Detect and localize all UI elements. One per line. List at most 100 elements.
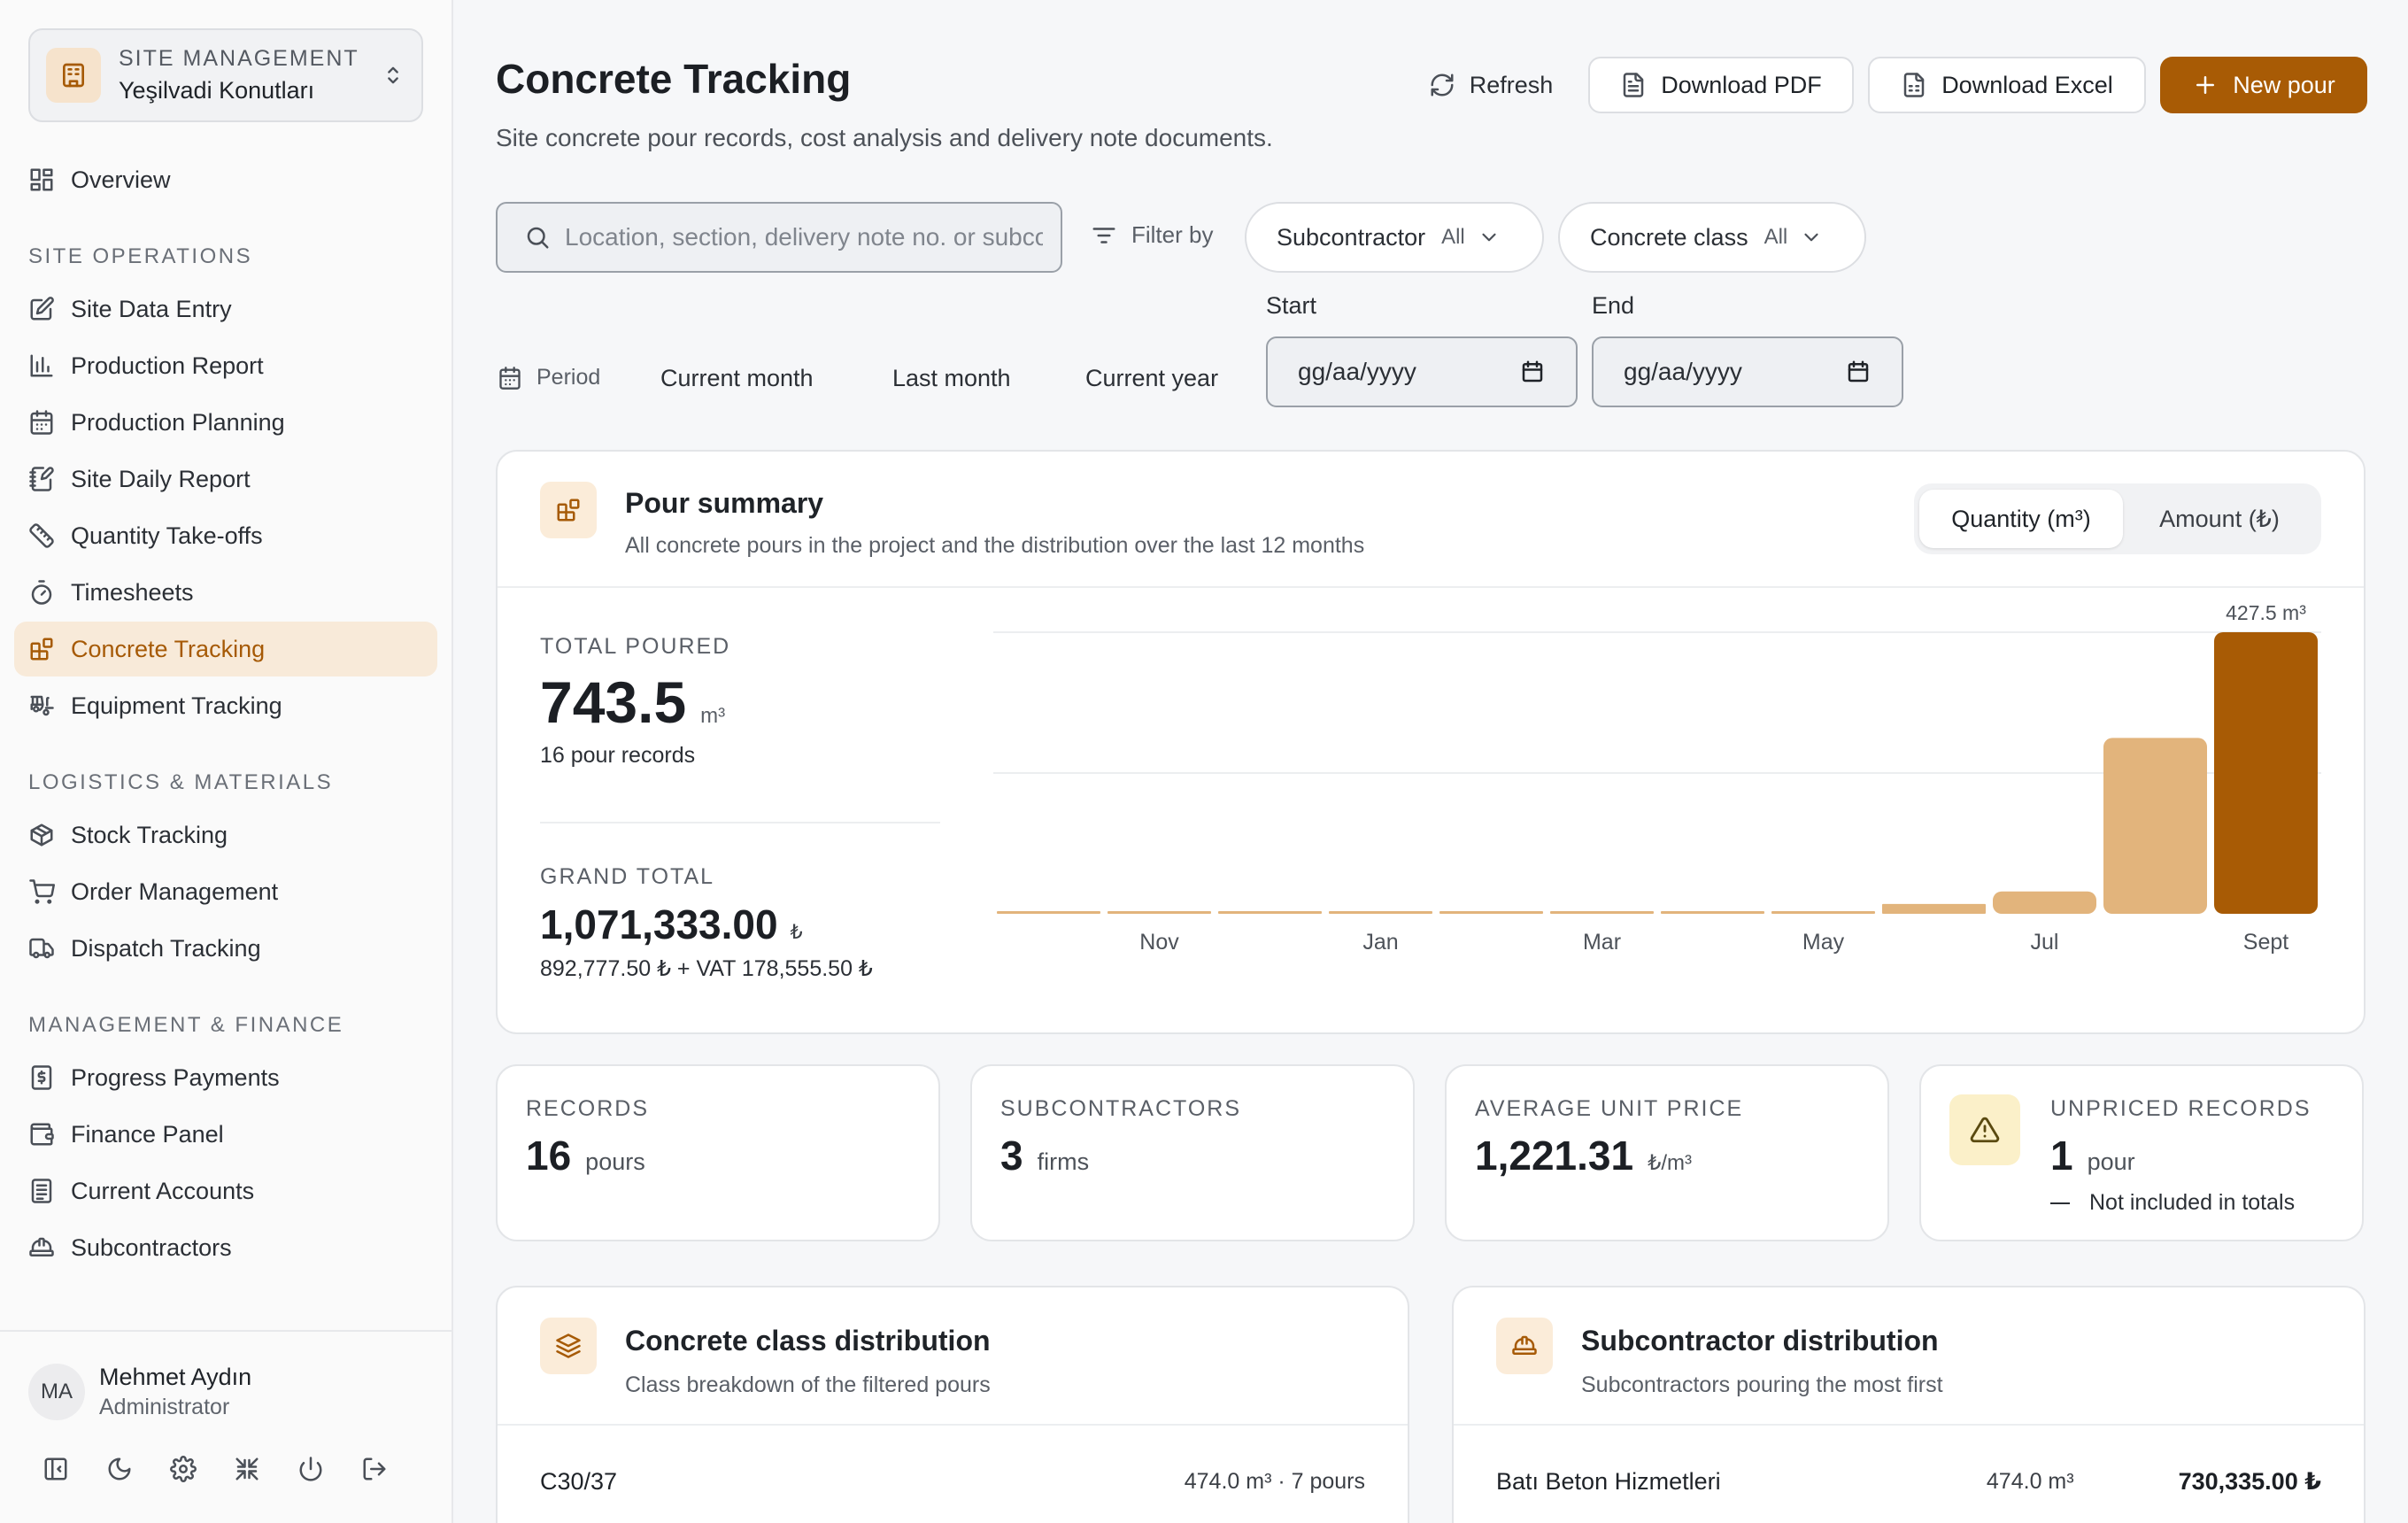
logout-icon[interactable] <box>361 1456 388 1482</box>
notebook-pen-icon <box>29 467 54 491</box>
period-current-month[interactable]: Current month <box>660 365 814 391</box>
download-pdf-button[interactable]: Download PDF <box>1588 57 1854 113</box>
minimize-icon[interactable] <box>234 1456 260 1482</box>
grand-total-kicker: GRAND TOTAL <box>540 864 715 889</box>
filter-by-label: Filter by <box>1091 221 1213 249</box>
grand-total-value-row: 1,071,333.00 ₺ <box>540 901 940 948</box>
sidebar-item-concrete-tracking[interactable]: Concrete Tracking <box>14 622 437 676</box>
stat-card-unpriced-records: UNPRICED RECORDS 1 pour Not included in … <box>1919 1064 2364 1241</box>
search-icon <box>527 227 549 249</box>
stat-value-row: 1,221.31 ₺/m³ <box>1475 1132 1692 1179</box>
stat-kicker: AVERAGE UNIT PRICE <box>1475 1096 1744 1121</box>
card-header: Subcontractor distribution Subcontractor… <box>1454 1287 2364 1426</box>
site-switcher[interactable]: SITE MANAGEMENT Yeşilvadi Konutları <box>28 28 423 122</box>
subcontractor-meta: 474.0 m³ <box>1986 1469 2074 1494</box>
sidebar-item-label: Subcontractors <box>71 1233 232 1261</box>
concrete-class-filter[interactable]: Concrete class All <box>1558 202 1866 273</box>
sidebar-item-dispatch-tracking[interactable]: Dispatch Tracking <box>14 921 437 976</box>
subcontractor-name: Batı Beton Hizmetleri <box>1496 1468 1721 1495</box>
total-poured-value: 743.5 <box>540 669 687 735</box>
sidebar-item-timesheets[interactable]: Timesheets <box>14 565 437 620</box>
stat-kicker: SUBCONTRACTORS <box>1000 1096 1242 1121</box>
sidebar-item-subcontractors[interactable]: Subcontractors <box>14 1220 437 1275</box>
sidebar-item-quantity-take-offs[interactable]: Quantity Take-offs <box>14 508 437 563</box>
sidebar-item-order-management[interactable]: Order Management <box>14 864 437 919</box>
concrete-class-filter-label: Concrete class <box>1590 223 1748 251</box>
toggle-amount[interactable]: Amount (₺) <box>2159 505 2280 532</box>
start-date-input[interactable]: gg/aa/yyyy <box>1266 336 1578 407</box>
layers-icon <box>540 1318 597 1374</box>
gear-icon[interactable] <box>170 1456 197 1482</box>
user-role: Administrator <box>99 1395 230 1419</box>
sidebar-item-label: Dispatch Tracking <box>71 934 261 962</box>
chevron-down-icon <box>1804 233 1818 242</box>
sidebar-item-label: Timesheets <box>71 578 194 606</box>
sidebar-item-production-planning[interactable]: Production Planning <box>14 395 437 450</box>
stat-value: 1,221.31 <box>1475 1133 1634 1179</box>
sidebar-item-finance-panel[interactable]: Finance Panel <box>14 1107 437 1162</box>
end-date-input[interactable]: gg/aa/yyyy <box>1592 336 1903 407</box>
pour-records-count: 16 pour records <box>540 743 696 768</box>
sidebar-item-progress-payments[interactable]: Progress Payments <box>14 1050 437 1105</box>
calendar-icon <box>1848 360 1869 383</box>
chevron-up-down-icon <box>381 63 405 88</box>
grid-icon <box>30 168 53 191</box>
sidebar-item-equipment-tracking[interactable]: Equipment Tracking <box>14 678 437 733</box>
period-text: Period <box>536 365 601 390</box>
calendar-icon <box>499 366 521 390</box>
subcontractor-filter-label: Subcontractor <box>1277 223 1426 251</box>
filter-lines-icon <box>1092 227 1115 244</box>
period-current-year[interactable]: Current year <box>1085 365 1219 391</box>
stat-unit: pour <box>2087 1148 2135 1175</box>
toggle-quantity[interactable]: Quantity (m³) <box>1919 490 2123 548</box>
total-poured-block: TOTAL POURED 743.5 m³ 16 pour records <box>540 634 940 769</box>
sidebar-item-label: Quantity Take-offs <box>71 522 263 549</box>
class-meta: 474.0 m³ · 7 pours <box>1184 1469 1365 1494</box>
subcontractor-filter[interactable]: Subcontractor All <box>1245 202 1544 273</box>
sidebar-item-label: Equipment Tracking <box>71 692 282 719</box>
class-name: C30/37 <box>540 1468 618 1495</box>
stat-card-average-unit-price: AVERAGE UNIT PRICE 1,221.31 ₺/m³ <box>1445 1064 1889 1241</box>
page-title: Concrete Tracking <box>496 56 852 102</box>
calendar-icon <box>1522 360 1543 383</box>
list-item[interactable]: C30/37 474.0 m³ · 7 pours <box>540 1468 1365 1496</box>
stat-unit: pours <box>585 1148 645 1175</box>
sidebar-collapse-icon[interactable] <box>42 1456 69 1482</box>
blocks-icon <box>540 482 597 538</box>
start-date-label: Start <box>1266 292 1317 319</box>
cart-icon <box>29 879 55 904</box>
truck-icon <box>29 938 54 959</box>
search-input[interactable] <box>565 223 1043 251</box>
search-box <box>496 202 1062 273</box>
sidebar-item-label: Progress Payments <box>71 1063 280 1091</box>
pour-summary-card: Pour summary All concrete pours in the p… <box>496 450 2366 1034</box>
sidebar-item-current-accounts[interactable]: Current Accounts <box>14 1164 437 1218</box>
new-pour-button[interactable]: New pour <box>2160 57 2367 113</box>
power-icon[interactable] <box>297 1456 324 1482</box>
divider <box>540 822 940 823</box>
download-excel-button[interactable]: Download Excel <box>1868 57 2146 113</box>
grand-total-block: GRAND TOTAL 1,071,333.00 ₺ 892,777.50 ₺ … <box>540 864 940 982</box>
package-icon <box>30 823 53 847</box>
sidebar-item-label: Site Daily Report <box>71 465 251 492</box>
total-poured-kicker: TOTAL POURED <box>540 634 731 659</box>
total-poured-unit: m³ <box>700 704 726 728</box>
sidebar-item-site-data-entry[interactable]: Site Data Entry <box>14 282 437 336</box>
sidebar-item-label: Finance Panel <box>71 1120 224 1148</box>
sidebar-item-overview[interactable]: Overview <box>14 152 437 207</box>
moon-icon[interactable] <box>106 1456 133 1482</box>
chevron-down-icon <box>1482 233 1496 242</box>
period-last-month[interactable]: Last month <box>892 365 1011 391</box>
dash-icon <box>2050 1202 2070 1204</box>
nav-section-title: MANAGEMENT & FINANCE <box>28 1013 344 1037</box>
user-profile[interactable]: MA Mehmet Aydın Administrator <box>28 1364 251 1420</box>
sidebar-item-label: Stock Tracking <box>71 821 228 848</box>
stat-note-text: Not included in totals <box>2089 1190 2296 1215</box>
refresh-button[interactable]: Refresh <box>1408 57 1574 113</box>
pour-summary-title: Pour summary <box>625 487 824 519</box>
sidebar-item-stock-tracking[interactable]: Stock Tracking <box>14 808 437 862</box>
list-item[interactable]: Batı Beton Hizmetleri 474.0 m³ 730,335.0… <box>1496 1468 2321 1496</box>
sidebar-item-site-daily-report[interactable]: Site Daily Report <box>14 452 437 506</box>
warning-icon <box>1949 1094 2020 1165</box>
sidebar-item-production-report[interactable]: Production Report <box>14 338 437 393</box>
